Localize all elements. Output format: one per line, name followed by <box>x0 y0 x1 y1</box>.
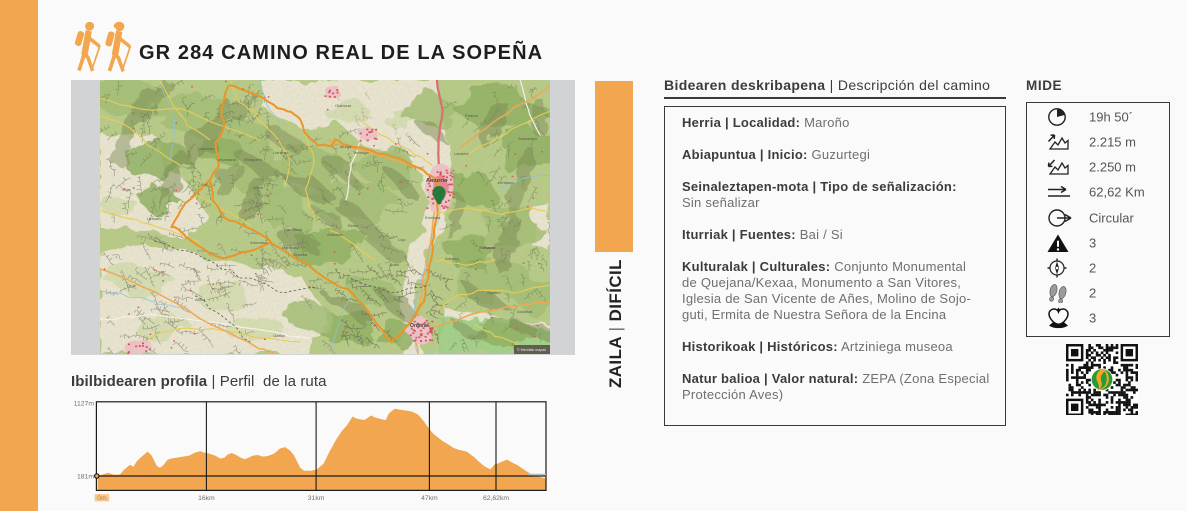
svg-text:16km: 16km <box>198 495 215 502</box>
svg-text:1127m: 1127m <box>74 401 95 408</box>
svg-text:0m: 0m <box>97 495 107 502</box>
svg-text:© Mendiak mapak: © Mendiak mapak <box>517 348 546 352</box>
svg-text:ZAILA | DIFÍCIL: ZAILA | DIFÍCIL <box>606 260 625 388</box>
svg-text:181m: 181m <box>77 474 94 481</box>
svg-text:62,62km: 62,62km <box>483 495 509 502</box>
svg-text:31km: 31km <box>308 495 325 502</box>
svg-text:47km: 47km <box>421 495 438 502</box>
